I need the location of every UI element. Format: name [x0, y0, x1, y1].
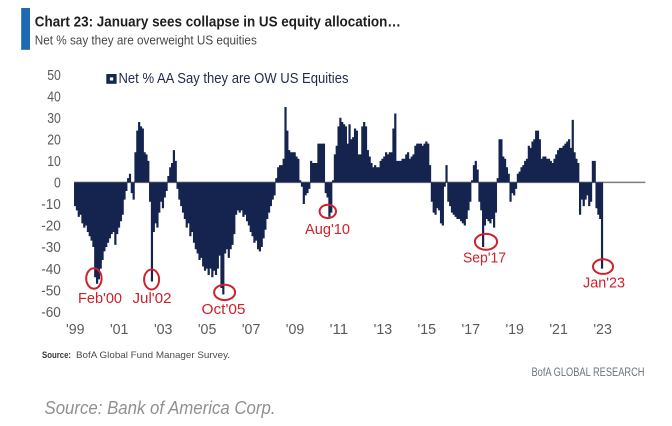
svg-text:BofA GLOBAL RESEARCH: BofA GLOBAL RESEARCH [532, 365, 645, 379]
svg-text:0: 0 [54, 175, 61, 192]
svg-text:'99: '99 [66, 321, 85, 338]
svg-text:'11: '11 [330, 321, 349, 338]
svg-text:Source:: Source: [42, 350, 71, 361]
svg-text:Chart 23: January sees collaps: Chart 23: January sees collapse in US eq… [35, 13, 401, 30]
svg-text:-50: -50 [41, 282, 61, 299]
svg-text:'17: '17 [462, 321, 481, 338]
svg-text:Jan'23: Jan'23 [583, 275, 625, 292]
svg-text:-60: -60 [41, 304, 61, 321]
svg-text:'09: '09 [286, 321, 305, 338]
svg-text:20: 20 [47, 132, 61, 149]
svg-text:'21: '21 [549, 321, 568, 338]
svg-text:Aug'10: Aug'10 [305, 221, 350, 238]
svg-text:Source: Bank of America Corp.: Source: Bank of America Corp. [45, 398, 276, 418]
svg-text:'19: '19 [505, 321, 524, 338]
svg-text:50: 50 [47, 67, 61, 84]
svg-text:'05: '05 [198, 321, 217, 338]
svg-text:'15: '15 [418, 321, 437, 338]
svg-text:BofA Global Fund Manager Surve: BofA Global Fund Manager Survey. [76, 350, 230, 361]
svg-text:'13: '13 [374, 321, 393, 338]
svg-text:10: 10 [47, 153, 61, 170]
svg-text:Feb'00: Feb'00 [78, 290, 122, 307]
svg-text:Net % AA Say they are OW US Eq: Net % AA Say they are OW US Equities [119, 71, 349, 87]
svg-text:-30: -30 [41, 239, 61, 256]
svg-text:Oct'05: Oct'05 [202, 301, 246, 318]
svg-text:Net % say they are overweight: Net % say they are overweight US equitie… [35, 32, 257, 47]
svg-text:'03: '03 [154, 321, 173, 338]
svg-text:-40: -40 [41, 261, 61, 278]
svg-text:'01: '01 [110, 321, 129, 338]
svg-text:'07: '07 [242, 321, 261, 338]
svg-text:-10: -10 [41, 196, 61, 213]
svg-text:40: 40 [47, 88, 61, 105]
svg-text:'23: '23 [593, 321, 612, 338]
svg-text:30: 30 [47, 110, 61, 127]
svg-text:-20: -20 [41, 218, 61, 235]
svg-text:Jul'02: Jul'02 [133, 290, 172, 307]
svg-text:Sep'17: Sep'17 [463, 250, 506, 267]
